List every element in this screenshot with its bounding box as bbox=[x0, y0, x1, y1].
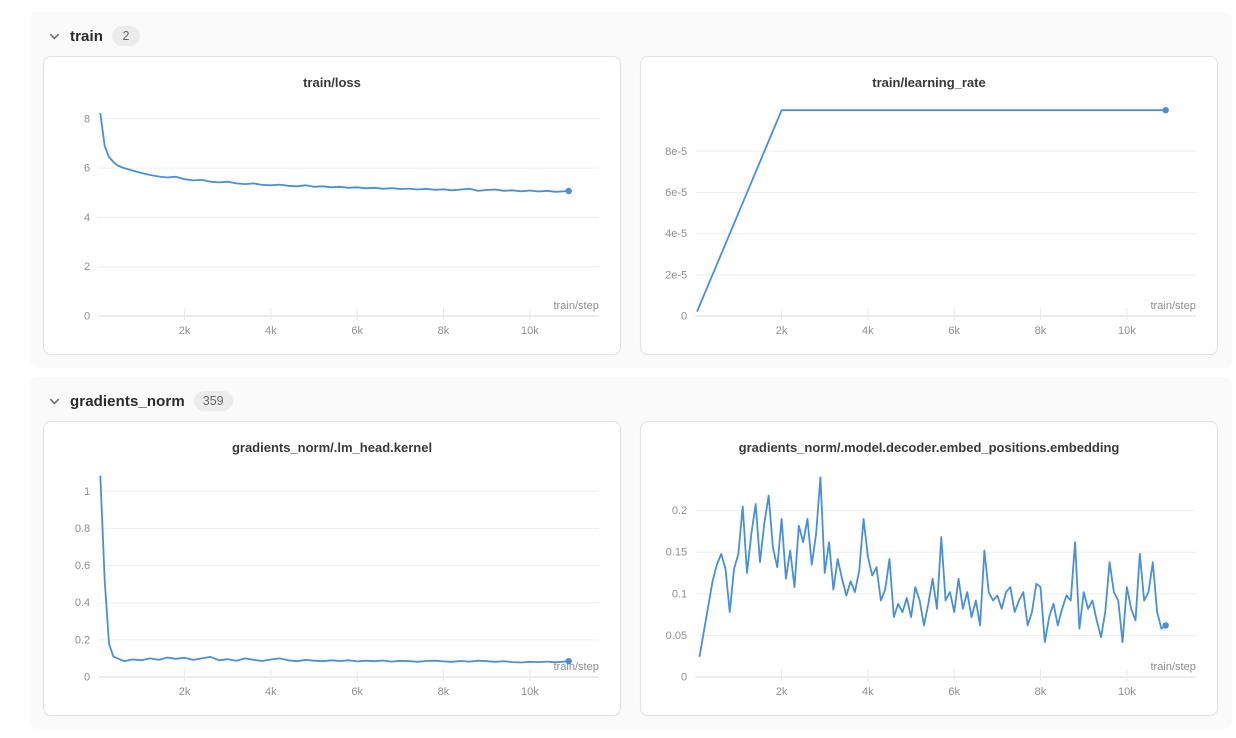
line-chart-train-learning-rate[interactable]: 2k 4k 6k 8k 10k 0 2e-5 4e-5 6e-5 8e-5 train/step bbox=[649, 96, 1209, 346]
chart-title: gradients_norm/.model.decoder.embed_posi… bbox=[738, 440, 1120, 455]
svg-text:train/step: train/step bbox=[553, 661, 598, 673]
svg-text:0: 0 bbox=[84, 672, 90, 684]
svg-text:0: 0 bbox=[681, 311, 687, 323]
svg-text:0.4: 0.4 bbox=[75, 597, 90, 609]
svg-text:0.1: 0.1 bbox=[672, 588, 687, 600]
svg-text:8k: 8k bbox=[1035, 325, 1047, 337]
svg-text:0.15: 0.15 bbox=[666, 547, 688, 559]
line-chart-train-loss[interactable]: 2k 4k 6k 8k 10k 0 2 4 6 8 train/step bbox=[52, 96, 612, 346]
svg-text:4: 4 bbox=[84, 212, 90, 224]
section-train: train 2 train/loss 2k 4k 6k 8k 10k 0 2 4 6 8 train… bbox=[30, 12, 1232, 368]
section-title: gradients_norm bbox=[70, 392, 185, 410]
section-header-train[interactable]: train 2 bbox=[43, 25, 1218, 47]
section-header-gradients-norm[interactable]: gradients_norm 359 bbox=[43, 390, 1218, 412]
svg-text:8k: 8k bbox=[438, 325, 450, 337]
chart-card-gradients-norm-lm-head-kernel[interactable]: gradients_norm/.lm_head.kernel 2k 4k 6k 8k 1… bbox=[43, 421, 621, 716]
svg-text:2k: 2k bbox=[179, 325, 191, 337]
svg-text:0.05: 0.05 bbox=[666, 630, 688, 642]
section-count-badge: 359 bbox=[193, 390, 233, 412]
section-gradients-norm: gradients_norm 359 gradients_norm/.lm_he… bbox=[30, 377, 1232, 729]
svg-text:6k: 6k bbox=[948, 686, 960, 698]
chart-row: gradients_norm/.lm_head.kernel 2k 4k 6k 8k 1… bbox=[43, 421, 1218, 716]
svg-text:10k: 10k bbox=[521, 325, 539, 337]
svg-text:6e-5: 6e-5 bbox=[665, 187, 687, 199]
chart-title: train/loss bbox=[303, 75, 361, 90]
svg-text:8k: 8k bbox=[438, 686, 450, 698]
svg-text:6k: 6k bbox=[351, 325, 363, 337]
svg-text:0.6: 0.6 bbox=[75, 560, 90, 572]
svg-text:train/step: train/step bbox=[1150, 300, 1195, 312]
svg-text:2k: 2k bbox=[179, 686, 191, 698]
svg-text:0: 0 bbox=[84, 311, 90, 323]
svg-text:4k: 4k bbox=[862, 325, 874, 337]
chevron-down-icon bbox=[47, 394, 61, 408]
svg-text:2k: 2k bbox=[776, 686, 788, 698]
svg-text:10k: 10k bbox=[521, 686, 539, 698]
section-title: train bbox=[70, 27, 104, 45]
svg-text:8e-5: 8e-5 bbox=[665, 146, 687, 158]
svg-text:4k: 4k bbox=[862, 686, 874, 698]
chart-card-train-learning-rate[interactable]: train/learning_rate 2k 4k 6k 8k 10k 0 2e-5 4e-5… bbox=[640, 56, 1218, 355]
chart-card-train-loss[interactable]: train/loss 2k 4k 6k 8k 10k 0 2 4 6 8 train/step bbox=[43, 56, 621, 355]
svg-text:6k: 6k bbox=[948, 325, 960, 337]
chart-card-gradients-norm-embed-positions[interactable]: gradients_norm/.model.decoder.embed_posi… bbox=[640, 421, 1218, 716]
svg-text:10k: 10k bbox=[1118, 325, 1136, 337]
svg-text:2: 2 bbox=[84, 261, 90, 273]
svg-text:4k: 4k bbox=[265, 686, 277, 698]
svg-text:2k: 2k bbox=[776, 325, 788, 337]
svg-text:1: 1 bbox=[84, 486, 90, 498]
section-count-badge: 2 bbox=[112, 25, 141, 47]
svg-text:2e-5: 2e-5 bbox=[665, 269, 687, 281]
svg-text:0.2: 0.2 bbox=[672, 505, 687, 517]
svg-text:0: 0 bbox=[681, 672, 687, 684]
line-chart-gradients-norm-lm-head-kernel[interactable]: 2k 4k 6k 8k 10k 0 0.2 0.4 0.6 0.8 1 train/step bbox=[52, 461, 612, 707]
svg-text:4e-5: 4e-5 bbox=[665, 228, 687, 240]
svg-text:train/step: train/step bbox=[553, 300, 598, 312]
svg-text:train/step: train/step bbox=[1150, 661, 1195, 673]
svg-text:10k: 10k bbox=[1118, 686, 1136, 698]
svg-text:0.8: 0.8 bbox=[75, 523, 90, 535]
chart-title: train/learning_rate bbox=[872, 75, 986, 90]
svg-text:8: 8 bbox=[84, 113, 90, 125]
chevron-down-icon bbox=[47, 29, 61, 43]
line-chart-gradients-norm-embed-positions[interactable]: 2k 4k 6k 8k 10k 0 0.05 0.1 0.15 0.2 train/step bbox=[649, 461, 1209, 707]
chart-title: gradients_norm/.lm_head.kernel bbox=[231, 440, 433, 455]
chart-row: train/loss 2k 4k 6k 8k 10k 0 2 4 6 8 train/step tr… bbox=[43, 56, 1218, 355]
svg-text:6: 6 bbox=[84, 163, 90, 175]
svg-text:8k: 8k bbox=[1035, 686, 1047, 698]
svg-text:6k: 6k bbox=[351, 686, 363, 698]
svg-text:0.2: 0.2 bbox=[75, 634, 90, 646]
svg-text:4k: 4k bbox=[265, 325, 277, 337]
